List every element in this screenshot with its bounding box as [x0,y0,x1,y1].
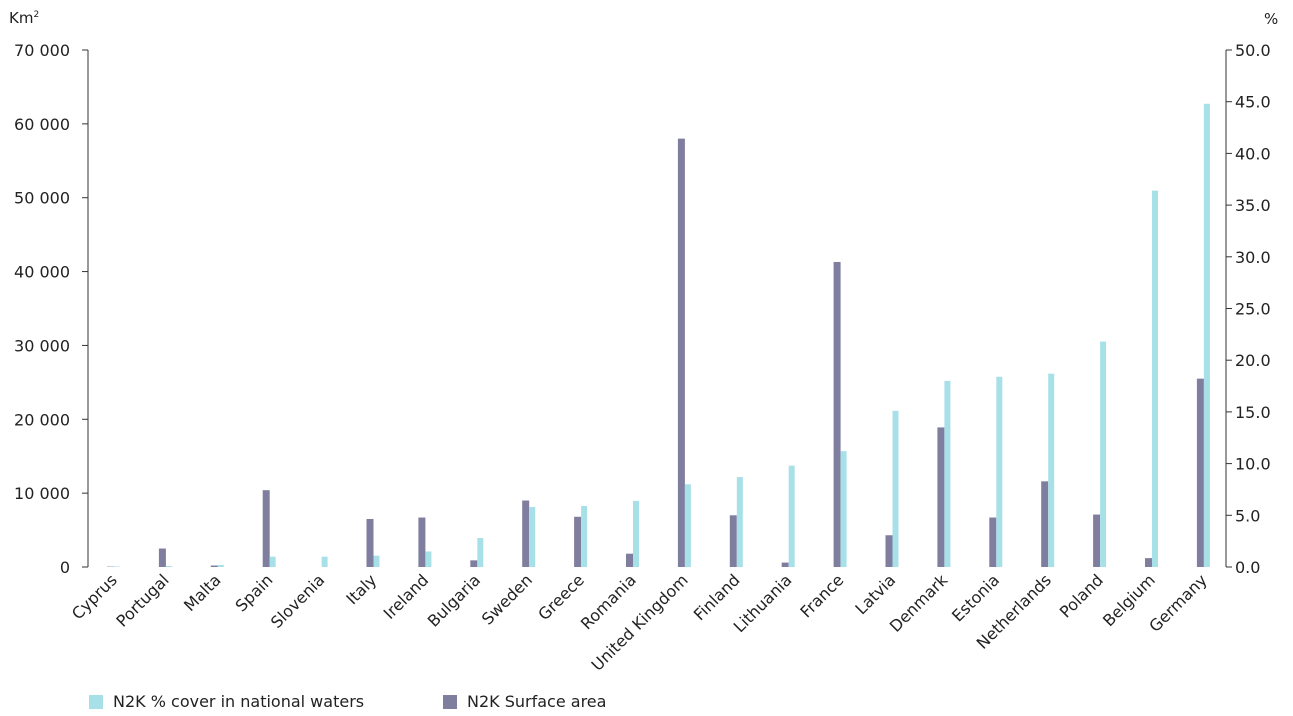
legend-item-surface-area: N2K Surface area [443,692,606,711]
category-label: Sweden [478,570,536,628]
category-label: Italy [342,570,380,608]
left-axis-tick-label: 10 000 [14,484,70,503]
bar-surface-area [781,562,789,567]
bar-surface-area [574,516,582,567]
legend-label-percent-cover: N2K % cover in national waters [113,692,365,711]
bar-surface-area [210,565,218,567]
left-axis-unit: Km2 [9,9,39,27]
bar-surface-area [885,535,893,567]
bar-percent-cover [944,380,951,567]
bar-percent-cover [321,556,328,567]
left-axis-tick-label: 60 000 [14,115,70,134]
bar-surface-area [1196,378,1204,567]
right-axis-tick-label: 40.0 [1235,144,1271,163]
right-axis-tick-label: 10.0 [1235,455,1271,474]
left-axis-unit-superscript: 2 [33,10,40,20]
bar-surface-area [989,517,997,567]
bar-percent-cover [114,566,120,567]
right-axis-tick-label: 0.0 [1235,558,1260,577]
category-label: Bulgaria [424,570,484,630]
bar-percent-cover [1048,373,1055,567]
right-axis-tick-label: 50.0 [1235,41,1271,60]
bar-surface-area [366,518,374,567]
right-axis-tick-label: 15.0 [1235,403,1271,422]
right-axis-tick-label: 35.0 [1235,196,1271,215]
bar-surface-area [729,515,737,567]
bar-percent-cover [1100,341,1107,567]
bar-percent-cover [477,538,484,567]
bar-percent-cover [217,564,224,567]
left-axis-tick-label: 70 000 [14,41,70,60]
bar-percent-cover [425,551,432,567]
bar-percent-cover [165,565,172,567]
category-label: Poland [1056,570,1107,621]
bar-surface-area [1145,558,1152,567]
right-axis-unit: % [1264,10,1279,28]
category-label: Ireland [380,570,433,623]
legend-swatch-percent-cover [89,694,103,709]
bar-surface-area [626,553,633,567]
bar-percent-cover [581,505,588,567]
bar-percent-cover [529,507,536,567]
bar-surface-area [470,560,478,567]
left-axis-tick-label: 30 000 [14,336,70,355]
bar-surface-area [262,490,270,567]
right-axis-tick-label: 25.0 [1235,300,1271,319]
legend-label-surface-area: N2K Surface area [467,692,607,711]
bar-surface-area [418,517,426,567]
category-label: Spain [231,570,276,615]
right-axis-tick-label: 5.0 [1235,506,1260,525]
bar-percent-cover [633,500,639,567]
category-label: United Kingdom [587,570,691,674]
right-axis-tick-label: 45.0 [1235,93,1271,112]
category-label: France [796,570,847,621]
bar-surface-area [1093,514,1101,567]
category-label: Portugal [112,570,172,630]
bar-percent-cover [840,451,847,567]
right-axis-tick-label: 30.0 [1235,248,1271,267]
bar-percent-cover [1203,103,1210,567]
bar-surface-area [677,138,685,567]
left-axis-tick-label: 20 000 [14,410,70,429]
bar-percent-cover [996,376,1003,567]
bar-surface-area [937,427,945,567]
bar-percent-cover [892,410,899,567]
bar-surface-area [1041,481,1049,567]
bar-percent-cover [736,477,743,567]
category-label: Cyprus [68,570,121,623]
bar-surface-area [158,548,166,567]
legend-swatch-surface-area [443,694,457,709]
bar-percent-cover [1152,190,1158,567]
category-label: Denmark [886,570,952,636]
category-label: Malta [180,570,225,615]
chart: 0 10 000 20 000 30 000 40 000 50 000 60 000 70 … [14,41,1271,675]
bar-percent-cover [373,555,380,567]
legend-item-percent-cover: N2K % cover in national waters [89,692,364,711]
right-axis-tick-label: 20.0 [1235,351,1271,370]
left-axis-tick-label: 40 000 [14,263,70,282]
left-axis-tick-label: 50 000 [14,189,70,208]
bar-percent-cover [684,484,691,567]
category-label: Latvia [851,570,899,618]
bar-surface-area [833,261,841,567]
bar-percent-cover [269,556,276,567]
bar-surface-area [522,500,530,567]
left-axis-unit-label: Km [9,9,34,27]
left-axis-tick-label: 0 [60,558,70,577]
category-label: Slovenia [267,570,329,632]
bar-percent-cover [788,465,795,567]
